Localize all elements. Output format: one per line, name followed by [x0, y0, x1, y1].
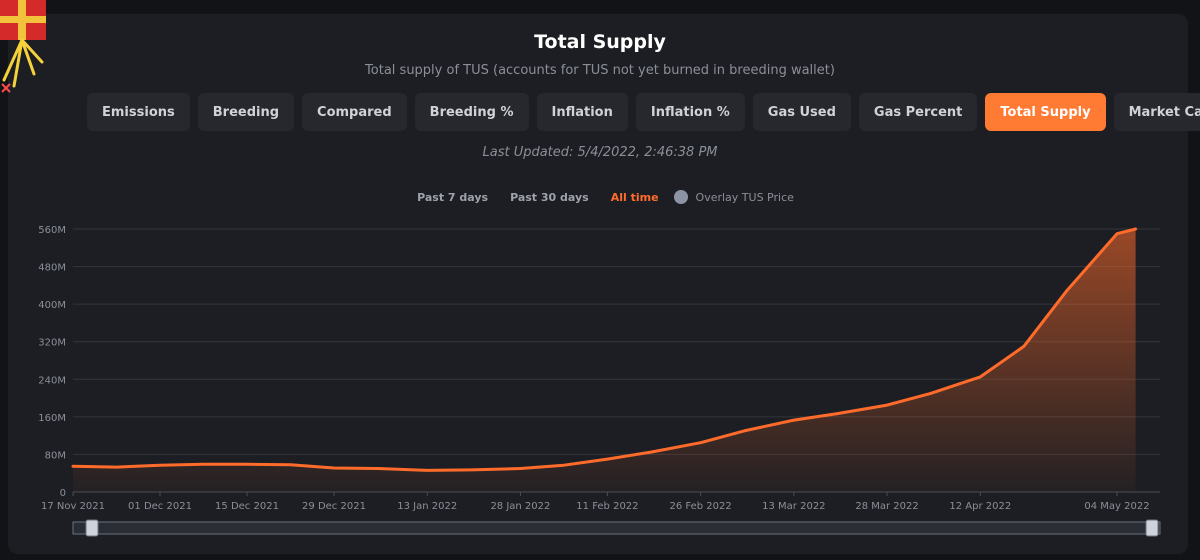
- x-tick-label: 13 Mar 2022: [762, 501, 825, 512]
- x-tick-label: 28 Mar 2022: [855, 501, 918, 512]
- overlay-price-toggle[interactable]: Overlay TUS Price: [673, 190, 794, 204]
- y-tick-label: 480M: [38, 263, 66, 274]
- toggle-dot-icon: [673, 190, 688, 204]
- supply-area: [73, 229, 1136, 492]
- range-all-time[interactable]: All time: [610, 190, 659, 204]
- y-tick-label: 240M: [38, 375, 66, 386]
- range-past-7-days[interactable]: Past 7 days: [417, 190, 489, 204]
- y-tick-label: 80M: [45, 450, 66, 461]
- x-tick-label: 26 Feb 2022: [670, 501, 732, 512]
- tab-breeding[interactable]: Breeding: [197, 93, 295, 131]
- overlay-price-label: Overlay TUS Price: [695, 190, 794, 204]
- metric-tabs: Emissions Breeding Compared Breeding % I…: [87, 93, 1200, 131]
- tab-gas-percent[interactable]: Gas Percent: [858, 93, 978, 131]
- x-tick-label: 28 Jan 2022: [490, 501, 550, 512]
- range-selector: Past 7 days Past 30 days All time Overla…: [0, 190, 1200, 204]
- supply-line: [71, 227, 1138, 472]
- tab-total-supply[interactable]: Total Supply: [985, 93, 1106, 131]
- page-title: Total Supply: [534, 31, 666, 53]
- y-tick-label: 320M: [38, 338, 66, 349]
- gift-decoration-icon: [0, 0, 46, 93]
- x-tick-label: 04 May 2022: [1084, 501, 1149, 512]
- x-tick-label: 01 Dec 2021: [128, 501, 192, 512]
- tab-market-cap[interactable]: Market Cap: [1113, 93, 1200, 131]
- total-supply-chart: 0 80M 160M 240M 320M 400M 480M 560M 17 Nov 2021 0…: [38, 225, 1161, 537]
- range-handle-right[interactable]: [1145, 519, 1159, 537]
- tab-gas-used[interactable]: Gas Used: [752, 93, 851, 131]
- y-tick-label: 0: [60, 488, 66, 499]
- page-subtitle: Total supply of TUS (accounts for TUS no…: [365, 63, 835, 78]
- range-handle-left[interactable]: [85, 519, 99, 537]
- x-tick-label: 29 Dec 2021: [302, 501, 366, 512]
- x-tick-label: 17 Nov 2021: [41, 501, 105, 512]
- y-tick-label: 160M: [38, 413, 66, 424]
- tab-inflation[interactable]: Inflation: [536, 93, 628, 131]
- tab-compared[interactable]: Compared: [302, 93, 407, 131]
- y-tick-label: 560M: [38, 225, 66, 236]
- x-tick-label: 15 Dec 2021: [215, 501, 279, 512]
- range-past-30-days[interactable]: Past 30 days: [510, 190, 589, 204]
- tab-emissions[interactable]: Emissions: [87, 93, 190, 131]
- x-tick-label: 12 Apr 2022: [949, 501, 1011, 512]
- x-tick-label: 11 Feb 2022: [576, 501, 638, 512]
- last-updated: Last Updated: 5/4/2022, 2:46:38 PM: [482, 145, 718, 160]
- y-tick-label: 400M: [38, 300, 66, 311]
- x-tick-label: 13 Jan 2022: [397, 501, 457, 512]
- tab-inflation-percent[interactable]: Inflation %: [635, 93, 745, 131]
- range-navigator-track: [72, 521, 1161, 535]
- tab-breeding-percent[interactable]: Breeding %: [414, 93, 529, 131]
